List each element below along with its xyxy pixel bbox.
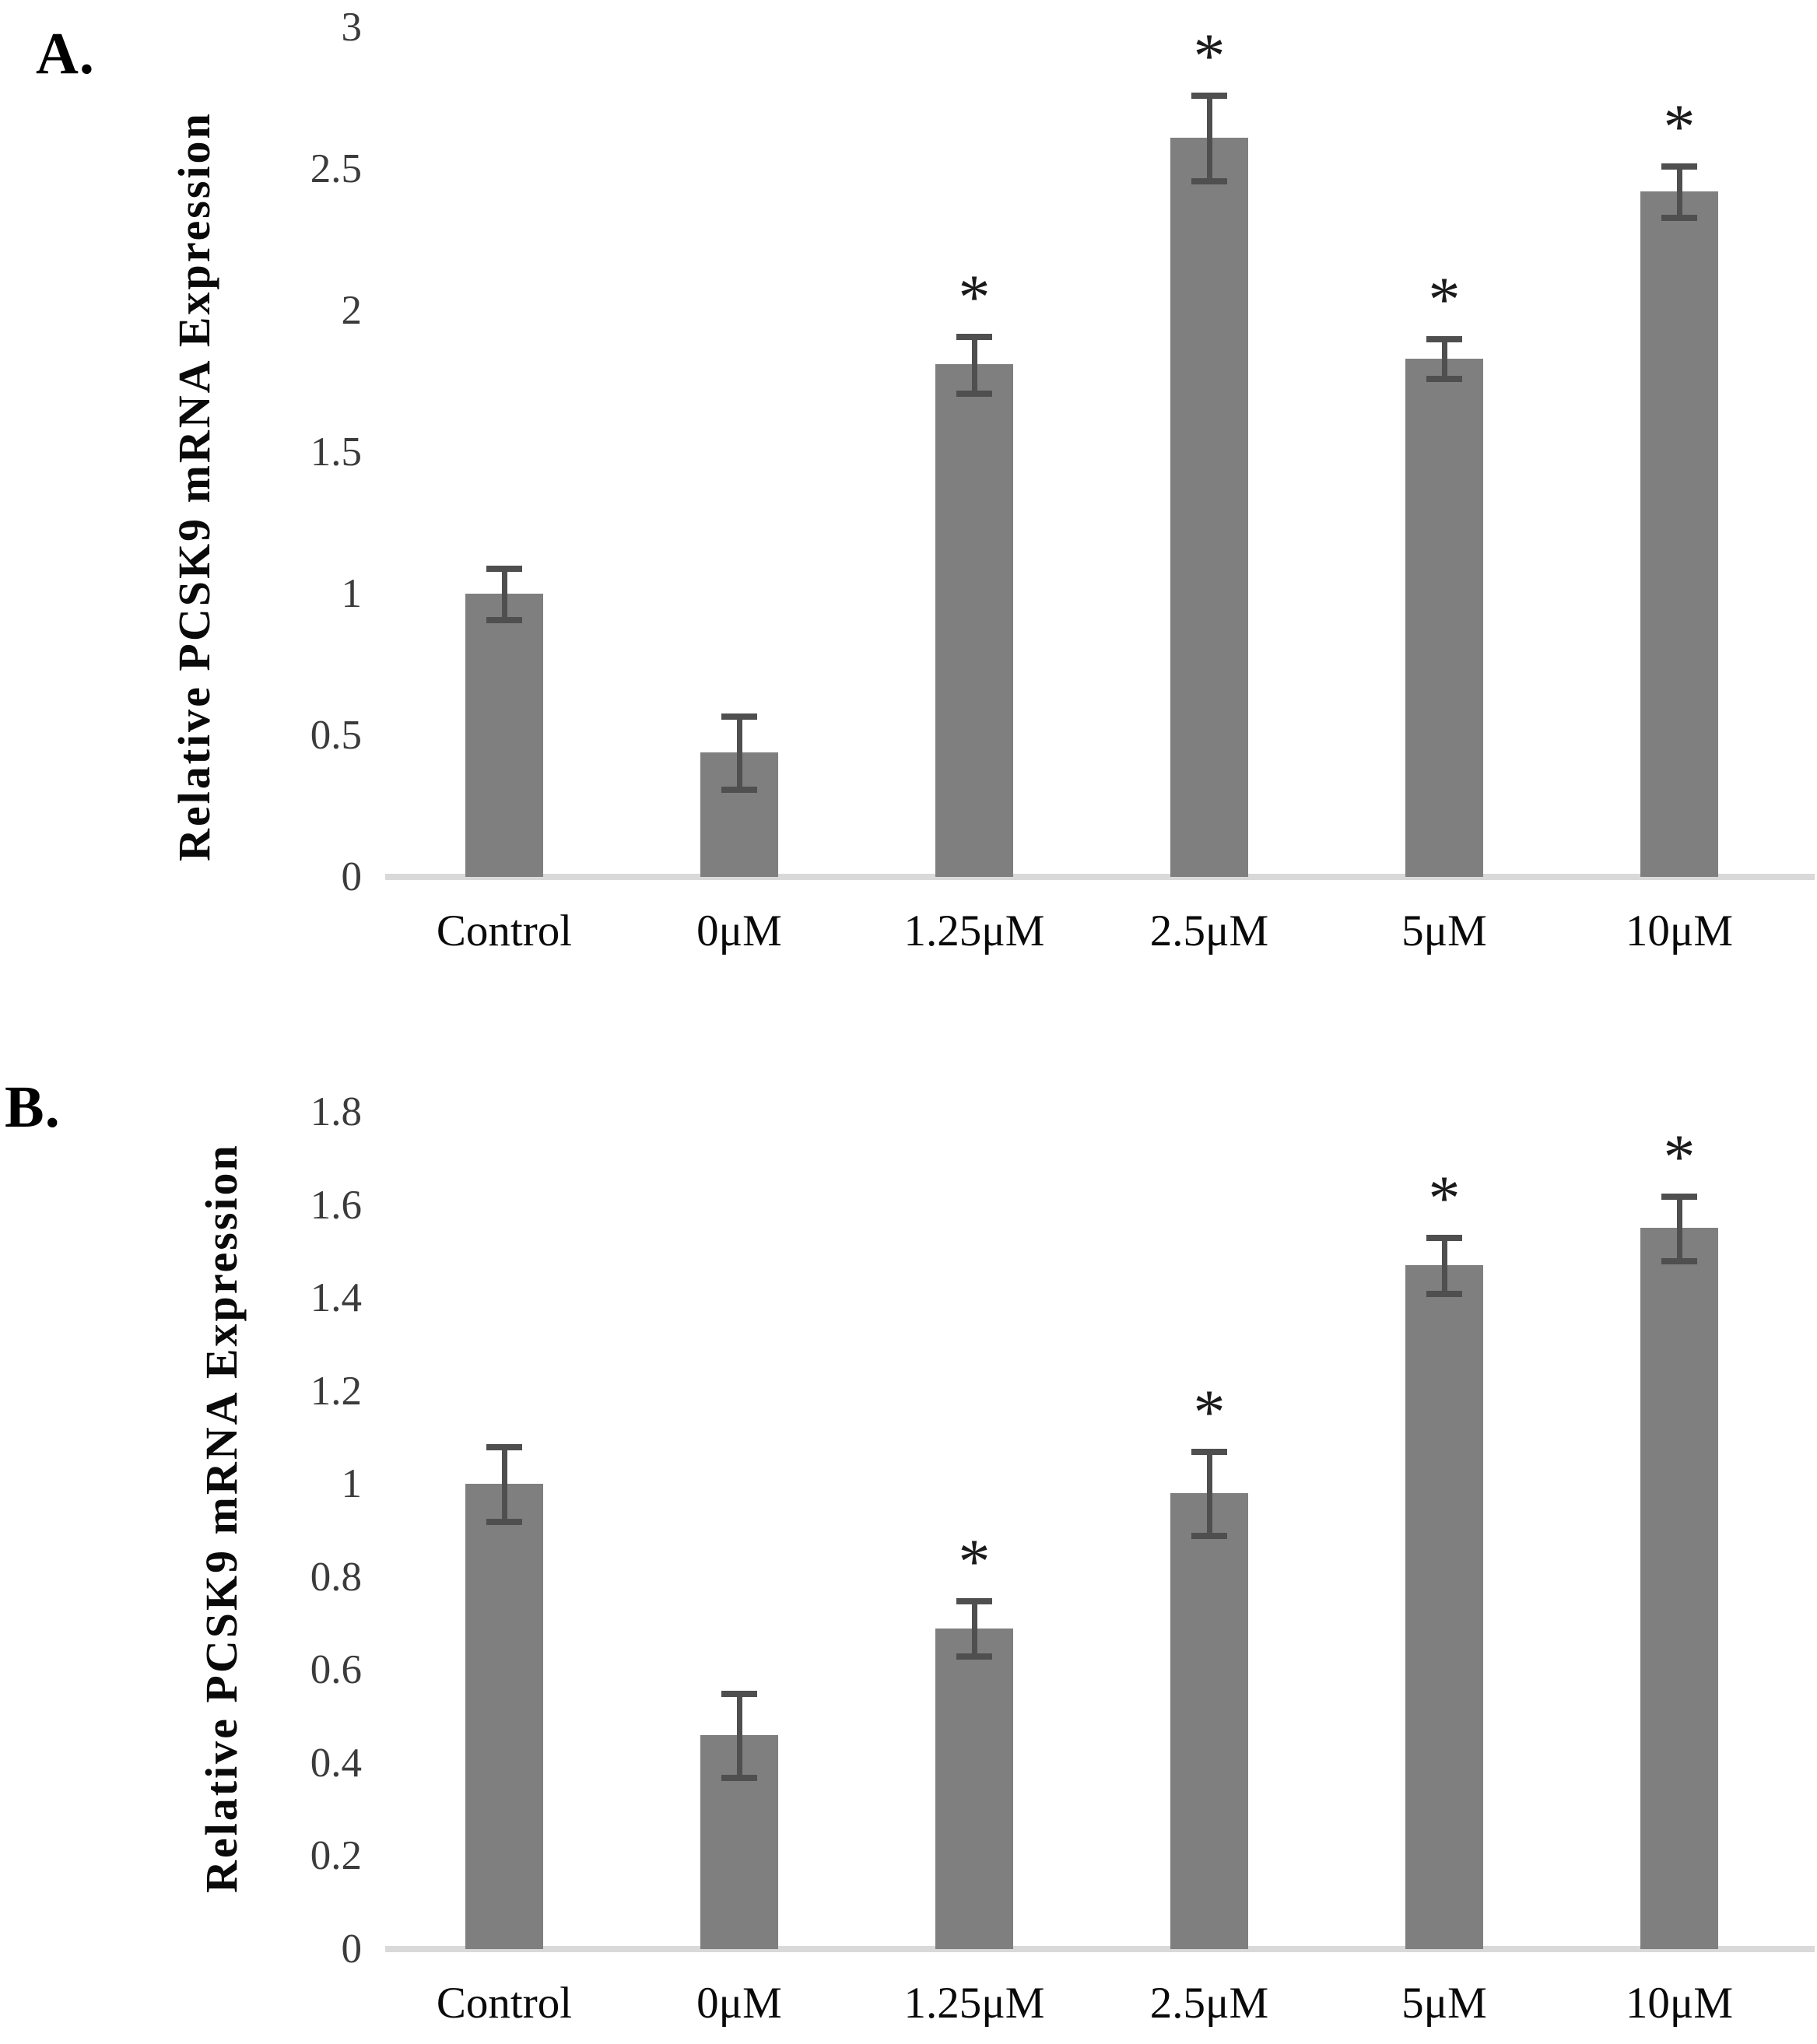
error-bar — [1676, 166, 1682, 217]
error-bar-cap-bottom — [486, 1519, 522, 1526]
category-label: 10μM — [1625, 906, 1734, 955]
error-bar — [501, 1446, 507, 1522]
significance-asterisk: * — [1428, 264, 1461, 335]
error-bar-cap-top — [1191, 1449, 1227, 1456]
significance-asterisk: * — [958, 1525, 991, 1597]
error-bar-cap-top — [1661, 1193, 1697, 1200]
y-tick-label: 2.5 — [310, 146, 362, 191]
significance-asterisk: * — [1193, 1376, 1226, 1448]
y-tick-label: 1.6 — [310, 1182, 362, 1228]
bar — [465, 1484, 543, 1949]
error-bar-cap-top — [956, 333, 992, 340]
y-tick-label: 1 — [341, 1461, 363, 1507]
significance-asterisk: * — [958, 261, 991, 332]
error-bar — [971, 1600, 977, 1657]
error-bar-cap-bottom — [956, 390, 992, 397]
error-bar-cap-top — [486, 1444, 522, 1451]
error-bar-cap-top — [721, 713, 757, 720]
category-label: 5μM — [1401, 1979, 1487, 2028]
error-bar-cap-top — [1661, 163, 1697, 170]
y-tick-label: 0 — [341, 1927, 363, 1972]
error-bar-cap-bottom — [486, 616, 522, 623]
x-axis-line — [385, 874, 1815, 880]
panel-a-label: A. — [36, 21, 95, 86]
error-bar-cap-bottom — [956, 1653, 992, 1660]
error-bar — [736, 715, 742, 790]
x-axis-line — [385, 1946, 1815, 1952]
significance-asterisk: * — [1663, 91, 1696, 163]
error-bar — [1441, 1237, 1447, 1294]
y-tick-label: 1 — [341, 571, 363, 616]
y-tick-label: 0.6 — [310, 1647, 362, 1693]
bar — [465, 594, 543, 877]
y-tick-label: 1.8 — [310, 1089, 362, 1134]
category-label: 0μM — [696, 906, 782, 955]
category-label: Control — [436, 1979, 573, 2028]
category-label: 1.25μM — [903, 1979, 1045, 2028]
category-label: 5μM — [1401, 906, 1487, 955]
error-bar-cap-bottom — [721, 1774, 757, 1781]
error-bar — [501, 568, 507, 619]
significance-asterisk: * — [1193, 20, 1226, 92]
bar — [935, 364, 1013, 877]
y-tick-label: 0 — [341, 854, 363, 899]
error-bar-cap-top — [1426, 1235, 1462, 1242]
error-bar-cap-bottom — [1426, 376, 1462, 383]
bar — [1170, 137, 1248, 877]
bar — [1405, 358, 1483, 877]
category-label: 1.25μM — [903, 906, 1045, 955]
bar — [1170, 1493, 1248, 1949]
y-tick-label: 0.2 — [310, 1833, 362, 1879]
category-label: 2.5μM — [1149, 1979, 1269, 2028]
bar — [1640, 191, 1718, 877]
error-bar — [1676, 1195, 1682, 1261]
category-label: 2.5μM — [1149, 906, 1269, 955]
y-tick-label: 0.4 — [310, 1740, 362, 1786]
y-tick-label: 2 — [341, 288, 363, 333]
error-bar-cap-top — [1426, 336, 1462, 343]
error-bar-cap-bottom — [721, 787, 757, 794]
error-bar-cap-bottom — [1661, 214, 1697, 221]
y-tick-label: 1.4 — [310, 1275, 362, 1321]
error-bar-cap-bottom — [1661, 1258, 1697, 1265]
category-label: 10μM — [1625, 1979, 1734, 2028]
error-bar-cap-top — [956, 1597, 992, 1604]
y-tick-label: 1.5 — [310, 429, 362, 475]
error-bar-cap-top — [1191, 93, 1227, 100]
y-tick-label: 1.2 — [310, 1368, 362, 1414]
y-tick-label: 3 — [341, 5, 363, 50]
error-bar-cap-bottom — [1191, 177, 1227, 184]
significance-asterisk: * — [1428, 1162, 1461, 1234]
error-bar — [1441, 338, 1447, 379]
category-label: Control — [436, 906, 573, 955]
error-bar-cap-top — [486, 566, 522, 573]
error-bar — [971, 335, 977, 393]
y-tick-label: 0.8 — [310, 1554, 362, 1600]
error-bar — [1206, 95, 1212, 181]
category-label: 0μM — [696, 1979, 782, 2028]
significance-asterisk: * — [1663, 1120, 1696, 1192]
error-bar — [1206, 1451, 1212, 1535]
error-bar-cap-bottom — [1426, 1291, 1462, 1298]
bar — [1405, 1265, 1483, 1949]
panel-b-label: B. — [5, 1075, 61, 1140]
bar — [1640, 1228, 1718, 1949]
y-tick-label: 0.5 — [310, 713, 362, 758]
bar — [935, 1628, 1013, 1949]
error-bar — [736, 1693, 742, 1777]
error-bar-cap-top — [721, 1691, 757, 1698]
error-bar-cap-bottom — [1191, 1532, 1227, 1539]
